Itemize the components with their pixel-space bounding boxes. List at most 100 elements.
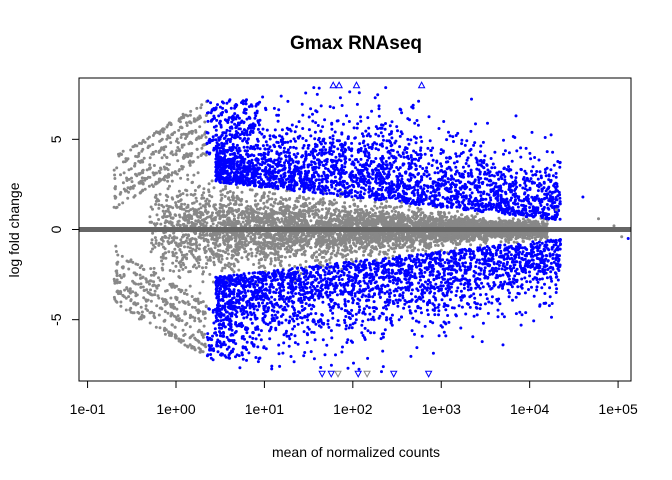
data-point [127,168,131,172]
data-point [257,261,261,265]
data-point [166,134,170,138]
data-point [204,114,208,117]
data-point [121,201,125,205]
data-point [120,153,124,156]
data-point [507,241,511,244]
data-point [223,131,226,135]
data-point [385,200,389,203]
data-point [118,192,122,196]
data-point [125,176,129,180]
data-point [204,224,208,228]
data-point [155,286,159,290]
data-point [242,121,246,125]
data-point [167,331,171,335]
data-point [169,241,173,244]
data-point [175,307,179,311]
data-point [154,149,158,153]
data-point [471,216,475,220]
data-point [183,245,186,249]
data-point [359,211,363,215]
data-point [188,113,192,117]
data-point [130,176,133,180]
data-point [276,216,280,220]
data-point [219,112,223,116]
data-point [138,191,142,195]
data-point [188,316,192,320]
data-point [324,207,328,211]
data-point [380,202,384,206]
data-point [194,130,198,134]
data-point [328,261,332,265]
data-point [296,233,300,237]
data-point [298,263,302,267]
data-point [219,260,223,264]
data-point [263,266,267,270]
data-point [143,288,147,292]
data-point [179,176,183,180]
data-point [385,252,389,256]
data-point [220,133,224,137]
data-point [172,306,176,310]
data-point [170,173,173,177]
data-point [370,245,374,249]
data-point [139,282,143,286]
data-point [371,208,375,212]
data-point [186,114,190,118]
data-point [164,328,168,332]
data-point [210,195,214,199]
data-point [214,124,218,128]
data-point [204,135,208,139]
data-point [288,255,292,259]
data-point [137,181,141,185]
data-point [158,149,162,153]
data-point [191,346,195,349]
data-point [317,248,321,252]
data-point [158,306,162,310]
data-point [276,256,280,260]
data-point [295,205,299,209]
data-point [381,206,385,210]
data-point [202,324,206,328]
data-point [216,103,219,107]
data-point [214,208,218,211]
data-point [341,235,345,239]
data-point [186,241,190,245]
data-point [212,186,216,190]
data-point [230,349,234,353]
data-point [115,271,119,275]
data-point [196,339,200,343]
data-point [127,260,130,264]
data-point [132,271,136,275]
data-point [293,235,297,238]
data-point [254,104,258,108]
data-point [203,310,207,314]
data-point [328,199,332,203]
data-point [258,356,262,360]
data-point [181,328,185,332]
data-point [209,101,213,105]
data-point [158,278,162,282]
data-point [247,351,251,355]
data-point [387,248,390,252]
data-point [209,338,213,341]
data-point [216,350,220,354]
data-point [309,219,313,223]
data-point [228,190,232,193]
data-point [204,199,208,203]
data-point [185,292,189,296]
data-point [122,171,126,175]
data-point [184,266,188,269]
data-point [170,179,174,183]
data-point [183,155,187,159]
data-point [189,154,193,158]
data-point [152,311,156,315]
data-point [287,208,291,212]
data-point [112,168,116,172]
data-point [142,296,146,300]
data-point [236,186,239,189]
data-point [247,252,251,256]
data-point [149,299,153,303]
data-point [152,314,156,318]
data-point [178,120,182,124]
data-point [129,185,133,189]
